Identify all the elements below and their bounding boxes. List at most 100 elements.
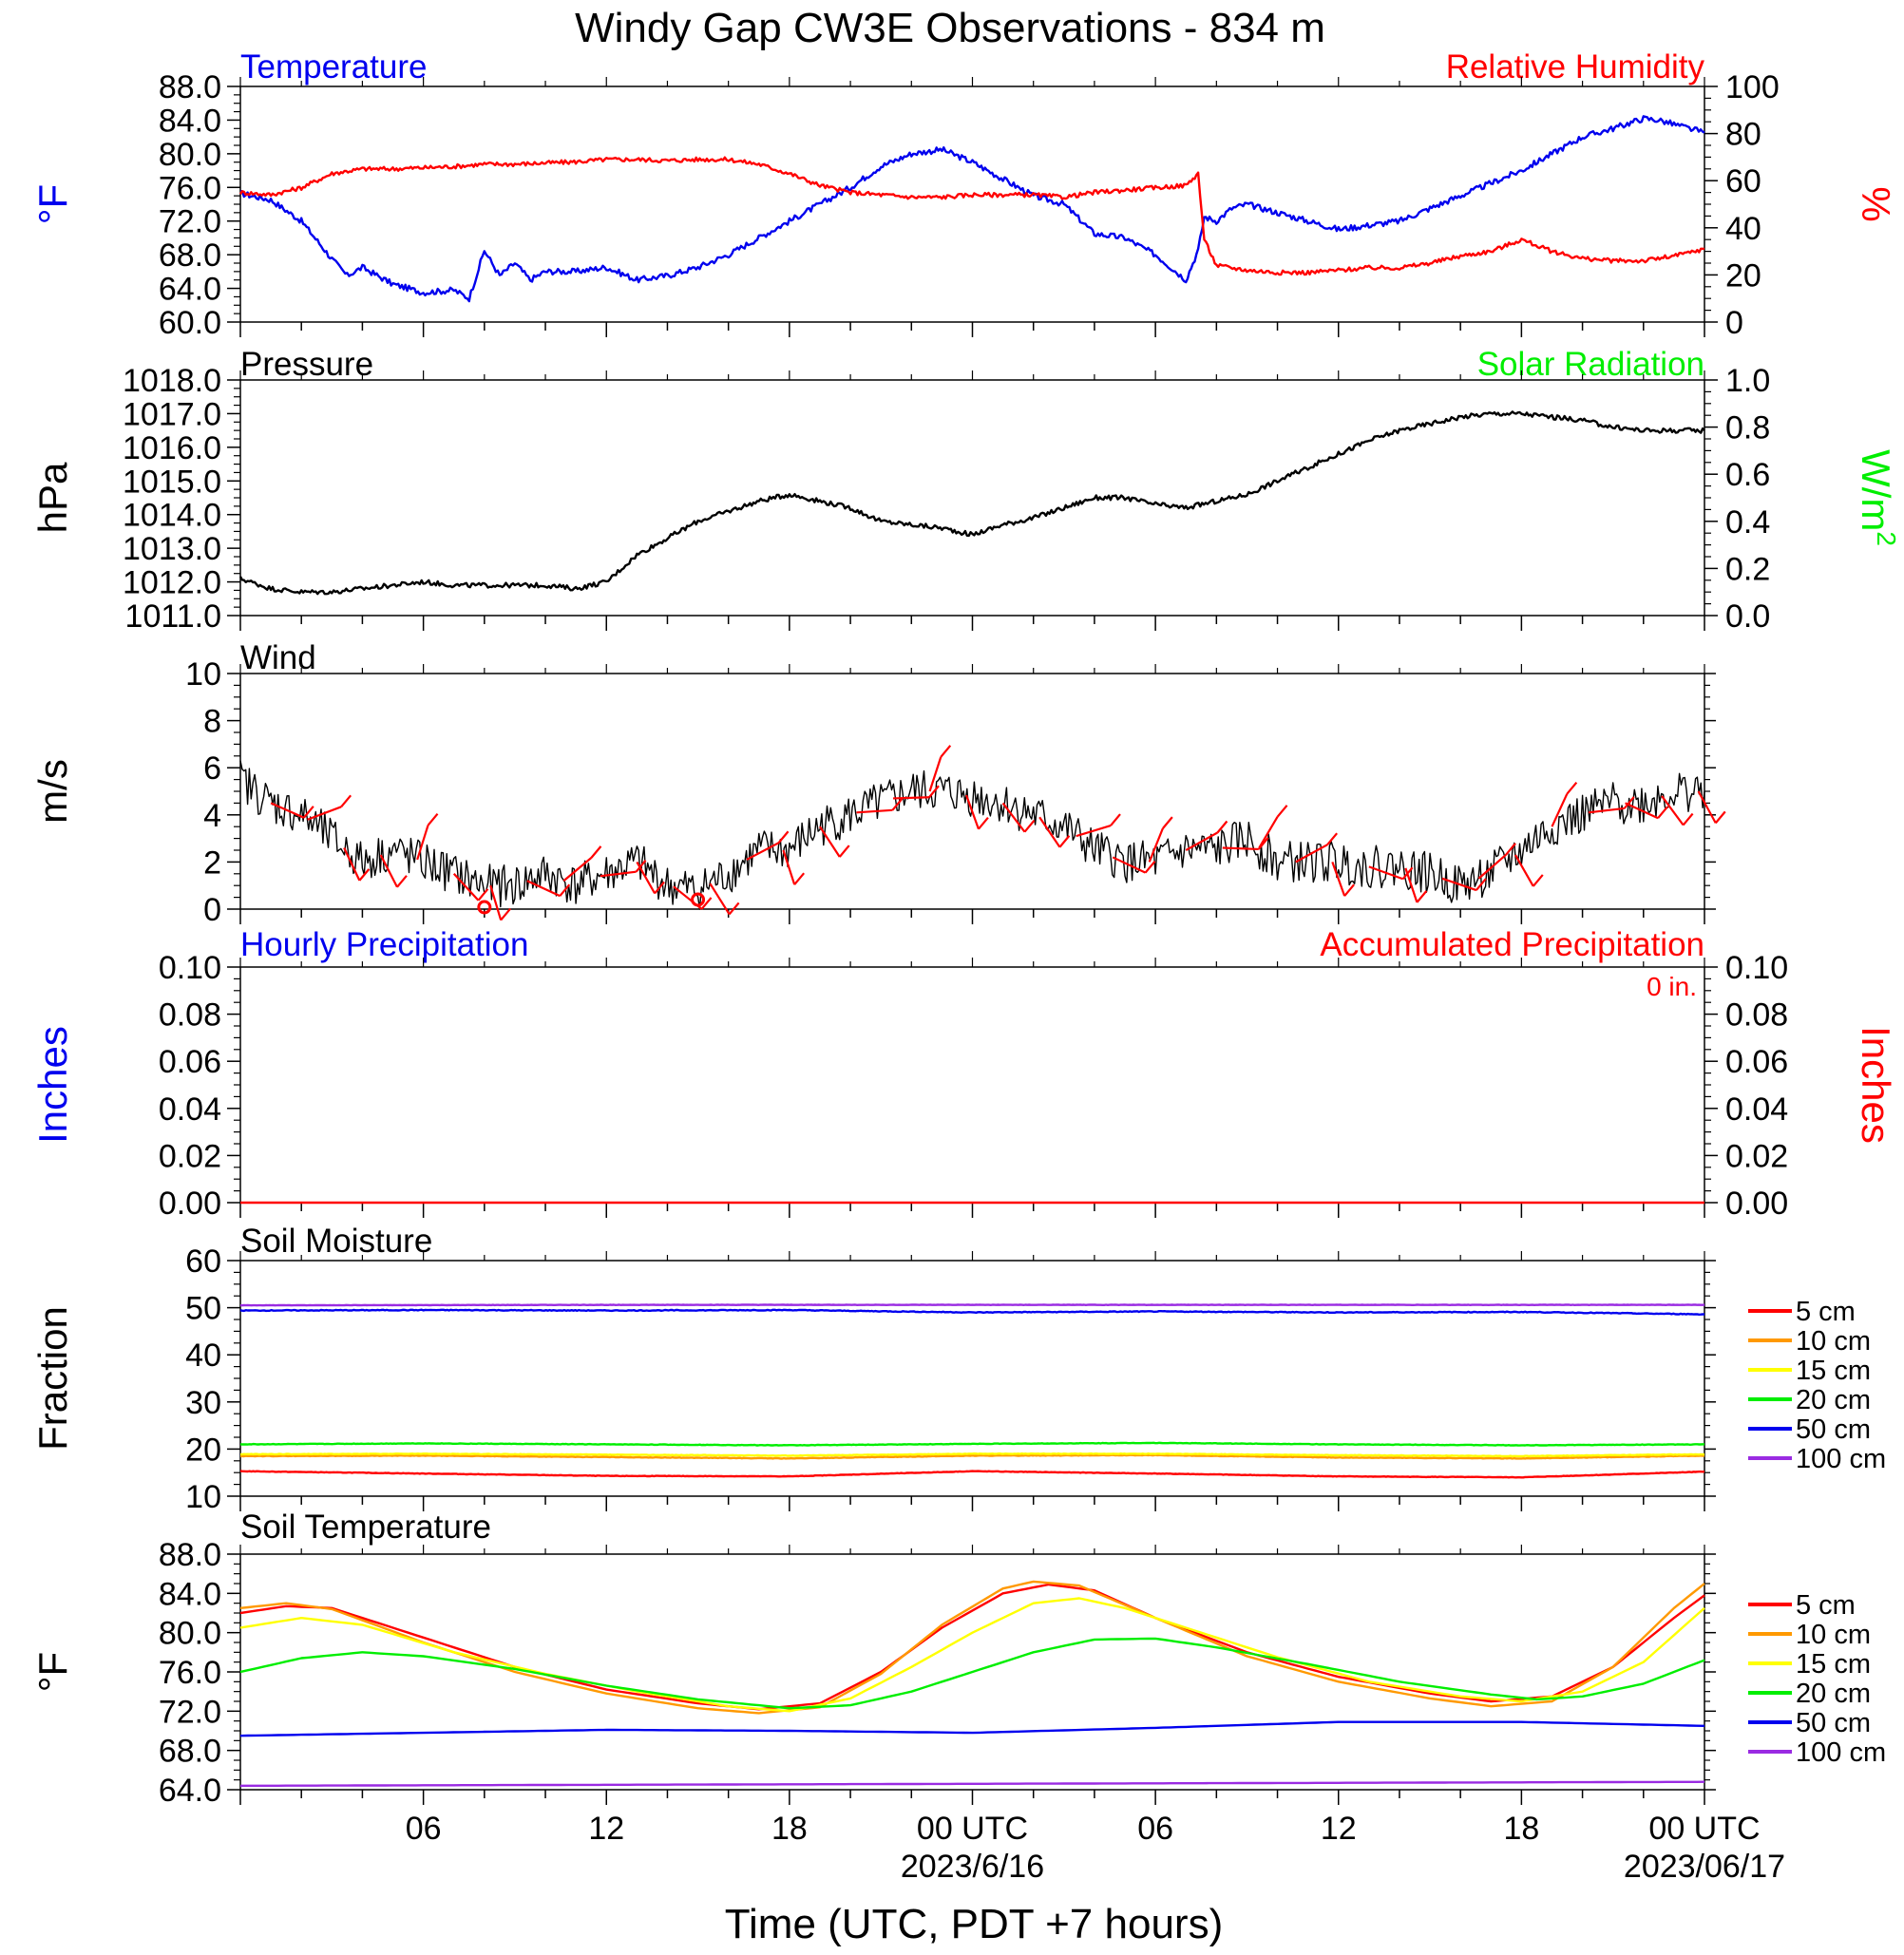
- wind-barb-flag: [728, 902, 740, 916]
- accumulated-precip-total: 0 in.: [1647, 972, 1697, 1001]
- calm-wind-marker: [691, 892, 706, 907]
- wind-barb-shaft: [1404, 867, 1418, 903]
- wind-barb-shaft: [636, 861, 657, 894]
- left-tick-label: 10: [185, 656, 221, 693]
- soil-moisture-title: Soil Moisture: [240, 1223, 432, 1260]
- left-tick-label: 80.0: [159, 137, 221, 173]
- wind-barb-shaft: [526, 880, 561, 898]
- left-tick-label: 0.10: [159, 950, 221, 986]
- plot-frame: [239, 379, 1705, 617]
- wind-barb-shaft: [379, 854, 398, 888]
- panel-temperature-humidity: Temperature Relative Humidity: [240, 48, 1704, 85]
- wind-barb-shaft: [1697, 790, 1717, 824]
- legend-label: 20 cm: [1796, 1385, 1871, 1415]
- right-axis-unit: %: [1854, 186, 1898, 221]
- wind-barb-shaft: [600, 870, 637, 878]
- x-tick-label: 18: [1503, 1811, 1539, 1847]
- wind-barb-flag: [500, 907, 512, 921]
- left-tick-label: 64.0: [159, 1773, 221, 1809]
- left-tick-label: 80.0: [159, 1616, 221, 1652]
- series-line-15-cm: [240, 1452, 1705, 1458]
- left-axis-unit: °F: [30, 1652, 75, 1692]
- wind-barb-shaft: [1295, 844, 1328, 864]
- solar-radiation-title: Solar Radiation: [1477, 346, 1704, 383]
- wind-barb-shaft: [1441, 877, 1477, 892]
- wind-barb-shaft: [270, 802, 305, 819]
- left-tick-label: 1017.0: [123, 396, 221, 432]
- wind-barb-shaft: [928, 756, 942, 792]
- x-tick-label: 12: [1321, 1811, 1357, 1847]
- right-tick-label: 0.08: [1725, 997, 1788, 1034]
- left-tick-label: 72.0: [159, 204, 221, 240]
- wind-barb-shaft: [1001, 802, 1026, 833]
- x-tick-label: 12: [588, 1811, 624, 1847]
- wind-barb-shaft: [1148, 827, 1164, 863]
- x-tick-label: 18: [771, 1811, 808, 1847]
- left-tick-label: 8: [203, 704, 221, 740]
- wind-barb-shaft: [892, 796, 930, 800]
- left-tick-label: 60: [185, 1243, 221, 1280]
- series-line-20-cm: [239, 1441, 1705, 1447]
- wind-barb-shaft: [1551, 793, 1569, 827]
- figure-title: Windy Gap CW3E Observations - 834 m: [575, 5, 1325, 51]
- series-line-15-cm: [239, 1597, 1705, 1713]
- wind-barb-shaft: [1038, 816, 1061, 848]
- right-tick-label: 0.04: [1725, 1091, 1788, 1128]
- pressure-title: Pressure: [240, 346, 373, 383]
- left-tick-label: 6: [203, 750, 221, 787]
- left-tick-label: 72.0: [159, 1694, 221, 1730]
- left-tick-label: 20: [185, 1432, 221, 1468]
- wind-barb-flag: [302, 806, 314, 819]
- right-tick-label: 0.02: [1725, 1138, 1788, 1174]
- wind-barb-shaft: [489, 884, 503, 921]
- left-tick-label: 84.0: [159, 1576, 221, 1612]
- panel-soil-moisture: Soil Moisture: [240, 1223, 432, 1260]
- wind-barb-flag: [1144, 860, 1156, 874]
- x-tick-label: 00 UTC: [917, 1811, 1028, 1847]
- wind-barb-shaft: [452, 873, 480, 902]
- legend-label: 5 cm: [1796, 1590, 1856, 1621]
- right-tick-label: 0.8: [1725, 410, 1770, 446]
- panel-soil-temperature: Soil Temperature: [240, 1509, 491, 1546]
- wind-barb-flag: [654, 881, 665, 895]
- series-line-20-cm: [239, 1637, 1705, 1710]
- right-tick-label: 20: [1725, 257, 1761, 294]
- legend-label: 15 cm: [1796, 1649, 1871, 1680]
- wind-barb-flag: [477, 888, 489, 902]
- left-tick-label: 10: [185, 1479, 221, 1515]
- plot-frame: [239, 85, 1705, 323]
- right-tick-label: 0.2: [1725, 551, 1770, 587]
- legend-label: 20 cm: [1796, 1679, 1871, 1709]
- plot-frame: [239, 966, 1705, 1204]
- wind-barb-flag: [891, 798, 904, 811]
- wind-barb-shaft: [1661, 795, 1685, 826]
- wind-title: Wind: [240, 639, 316, 676]
- left-axis-unit: m/s: [30, 759, 75, 824]
- left-tick-label: 1013.0: [123, 531, 221, 567]
- wind-barb-flag: [1416, 890, 1428, 903]
- wind-barb-flag: [838, 845, 850, 858]
- left-tick-label: 0.02: [159, 1138, 221, 1174]
- wind-barb-shaft: [307, 806, 342, 821]
- legend-label: 10 cm: [1796, 1326, 1871, 1357]
- left-tick-label: 1016.0: [123, 430, 221, 466]
- wind-barb-flag: [396, 875, 408, 888]
- x-tick-label: 06: [1137, 1811, 1173, 1847]
- wind-barb-shaft: [416, 825, 429, 861]
- wind-barb-shaft: [1112, 856, 1147, 874]
- wind-barb-flag: [427, 812, 439, 826]
- wind-barb-flag: [1505, 843, 1516, 856]
- left-tick-label: 68.0: [159, 237, 221, 274]
- wind-barb-shaft: [1368, 865, 1403, 881]
- right-tick-label: 0.10: [1725, 950, 1788, 986]
- wind-barb-flag: [1058, 835, 1071, 848]
- wind-barb-flag: [1326, 832, 1339, 845]
- right-axis-unit: W/m2: [1854, 449, 1901, 546]
- left-axis-unit: Fraction: [30, 1306, 75, 1451]
- series-line-50-cm: [239, 1308, 1704, 1317]
- right-axis-unit: Inches: [1854, 1026, 1898, 1144]
- series-line-5-cm: [239, 1470, 1705, 1479]
